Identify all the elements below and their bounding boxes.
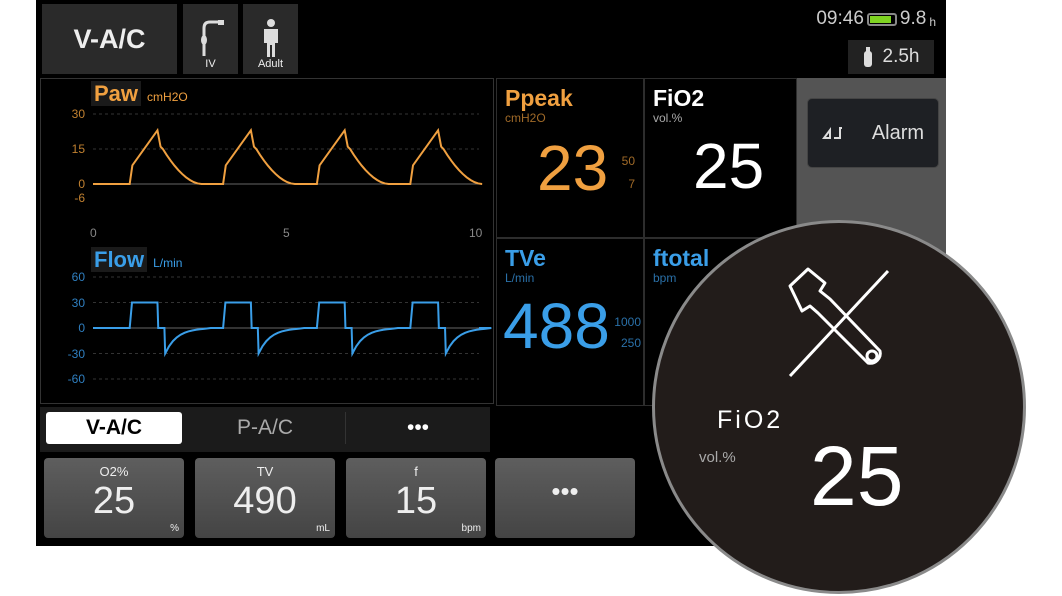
tve-unit: L/min <box>505 271 535 285</box>
setting-tv[interactable]: TV 490 mL <box>195 458 335 538</box>
y-tick-label: -30 <box>67 346 85 361</box>
fio2-cell: FiO2 vol.% 25 <box>644 78 797 238</box>
paw-waveform <box>93 127 483 185</box>
battery-icon <box>866 12 897 26</box>
ppeak-value: 23 <box>537 132 609 204</box>
fio2-label: FiO2 <box>653 85 705 111</box>
tve-cell: TVe L/min 488 1000 250 <box>496 238 644 406</box>
mode-tabs: V-A/C P-A/C ••• <box>40 407 490 452</box>
magnified-fio2-unit: vol.% <box>699 449 736 466</box>
tve-value: 488 <box>503 290 610 362</box>
ppeak-unit: cmH2O <box>505 111 546 125</box>
x-tick-label: 0 <box>90 226 97 240</box>
magnifier-callout: FiO2 vol.% 25 <box>652 220 1026 594</box>
fio2-unit: vol.% <box>653 111 683 125</box>
x-tick-label: 10 <box>469 226 483 240</box>
setting-more[interactable]: ••• <box>495 458 635 538</box>
y-tick-label: -6 <box>74 191 85 205</box>
tab-p-a-c[interactable]: P-A/C <box>236 416 293 439</box>
patient-button[interactable]: Adult <box>243 4 298 74</box>
y-tick-label: 0 <box>78 321 85 335</box>
ppeak-high-limit: 50 <box>621 154 635 168</box>
x-tick-label: 5 <box>283 226 290 240</box>
fio2-value: 25 <box>693 130 765 202</box>
o2-cylinder-status[interactable]: 2.5h <box>848 40 934 74</box>
flow-label: Flow <box>91 247 148 272</box>
y-tick-label: 60 <box>71 270 85 284</box>
magnified-fio2-label: FiO2 <box>717 406 784 434</box>
flow-unit: L/min <box>153 256 183 270</box>
status-bar: 09:46 9.8 h <box>816 8 936 30</box>
more-settings: ••• <box>551 476 579 506</box>
tools-disabled-icon <box>788 267 890 378</box>
setting-unit: mL <box>316 523 330 534</box>
paw-unit: cmH2O <box>147 90 188 104</box>
y-tick-label: -60 <box>67 372 85 386</box>
patient-label: Adult <box>257 58 284 70</box>
circuit-button[interactable]: IV <box>183 4 238 74</box>
tve-low-limit: 250 <box>620 336 641 350</box>
circuit-label: IV <box>205 58 216 70</box>
setting-value: 490 <box>233 480 297 522</box>
waveform-graphs: 0 5 10 <box>90 113 492 380</box>
y-tick-label: 30 <box>71 107 85 121</box>
setting-name: O2% <box>99 464 129 479</box>
setting-o2[interactable]: O2% 25% <box>44 458 184 538</box>
ppeak-low-limit: 7 <box>628 177 635 191</box>
alarm-label: Alarm <box>871 121 925 144</box>
setting-unit: bpm <box>461 523 481 534</box>
setting-value: 15 <box>394 480 438 522</box>
battery-time: 9.8 <box>899 8 927 29</box>
ppeak-cell: Ppeak cmH2O 23 50 7 <box>496 78 644 238</box>
waveform-panel: Paw cmH2O Flow L/min 30 15 0 -6 60 30 0 -30 -60 0… <box>40 78 494 404</box>
tve-high-limit: 1000 <box>614 315 641 329</box>
tab-v-a-c[interactable]: V-A/C <box>46 412 182 444</box>
alarm-button[interactable]: Alarm <box>807 98 939 168</box>
setting-name: f <box>414 464 418 479</box>
tve-label: TVe <box>505 245 546 271</box>
ppeak-label: Ppeak <box>505 85 573 111</box>
adult-person-icon <box>263 19 278 57</box>
y-tick-label: 30 <box>71 295 85 310</box>
mode-button[interactable]: V-A/C <box>42 4 177 74</box>
alarm-silence-icon <box>821 127 842 139</box>
clock: 09:46 <box>816 8 864 29</box>
o2-cylinder-icon <box>863 47 872 67</box>
y-tick-label: 15 <box>71 142 85 156</box>
o2-time: 2.5h <box>882 46 920 67</box>
battery-unit: h <box>929 15 936 29</box>
y-tick-label: 0 <box>78 177 85 191</box>
ftotal-unit: bpm <box>653 271 677 285</box>
tab-more[interactable]: ••• <box>345 412 490 444</box>
flow-waveform <box>93 301 492 358</box>
iv-tube-icon <box>200 20 224 56</box>
setting-f[interactable]: f 15 bpm <box>346 458 486 538</box>
setting-value: 25 <box>92 480 136 522</box>
ftotal-label: ftotal <box>653 245 710 271</box>
setting-unit: % <box>170 523 179 534</box>
setting-name: TV <box>256 464 274 479</box>
paw-label: Paw <box>91 81 142 106</box>
magnified-fio2-value: 25 <box>810 429 904 523</box>
